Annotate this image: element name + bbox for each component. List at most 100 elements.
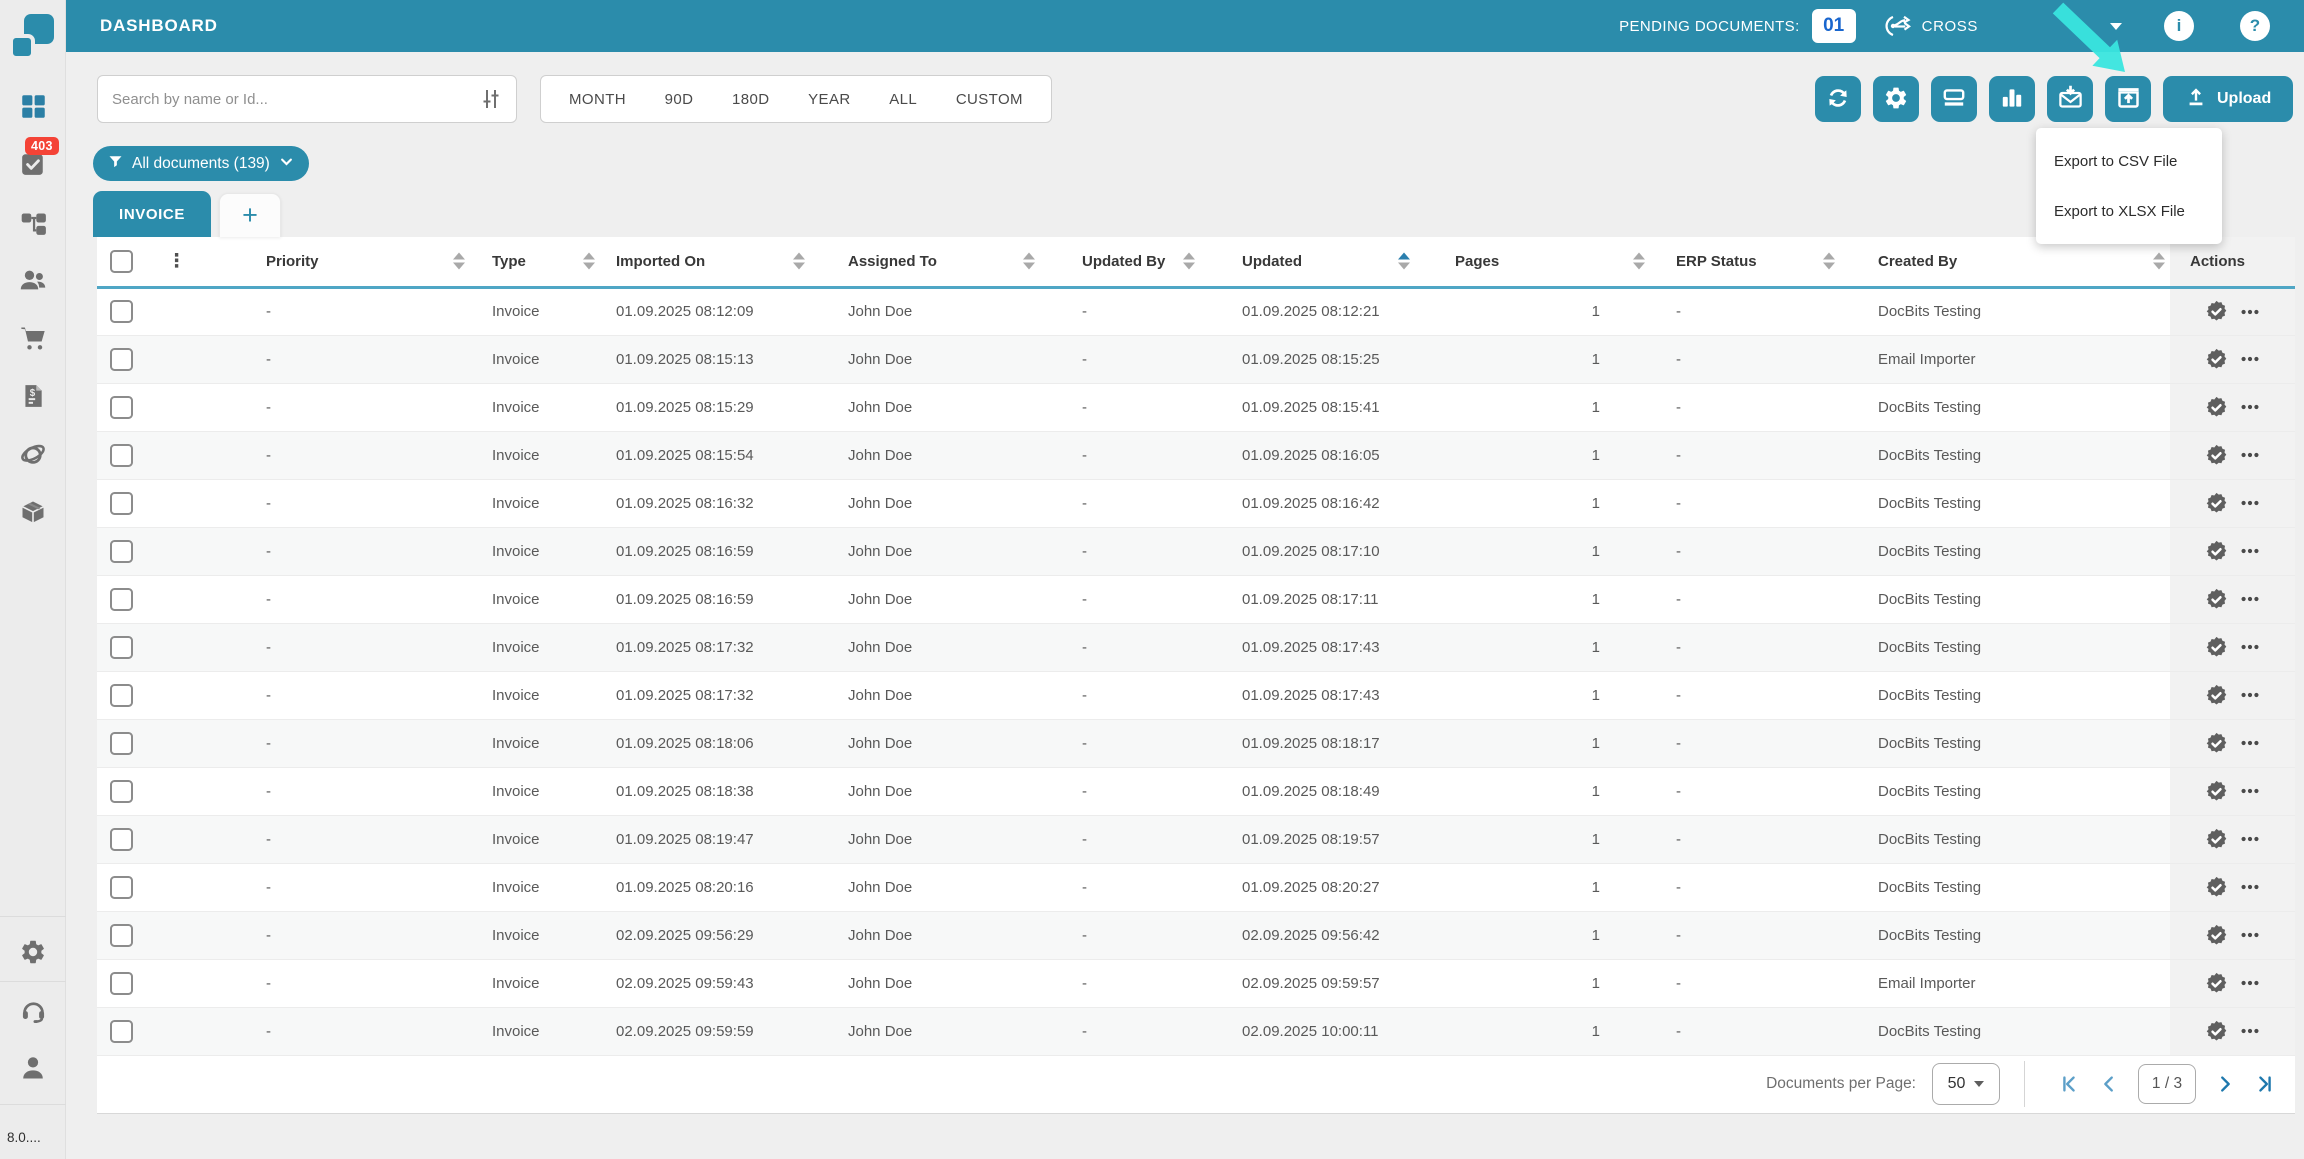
sort-arrows-icon[interactable]: [1023, 252, 1035, 270]
filter-sliders-icon[interactable]: [480, 88, 502, 110]
row-checkbox[interactable]: [110, 923, 133, 947]
table-row[interactable]: - Invoice 01.09.2025 08:15:13 John Doe -01.0…: [97, 335, 2295, 384]
table-row[interactable]: - Invoice 01.09.2025 08:17:32 John Doe -01.0…: [97, 623, 2295, 672]
column-header-actions[interactable]: Actions: [2170, 237, 2295, 289]
first-page-button[interactable]: [2058, 1073, 2080, 1095]
row-checkbox[interactable]: [110, 539, 133, 563]
next-page-button[interactable]: [2214, 1073, 2236, 1095]
sidebar-item-settings[interactable]: [0, 938, 66, 966]
sidebar-item-dashboard[interactable]: [0, 92, 66, 120]
upload-button[interactable]: Upload: [2163, 76, 2294, 122]
verified-badge-icon[interactable]: [2204, 395, 2229, 420]
table-row[interactable]: - Invoice 01.09.2025 08:18:06 John Doe -01.0…: [97, 719, 2295, 768]
row-checkbox[interactable]: [110, 875, 133, 899]
column-header-priority[interactable]: Priority: [262, 237, 470, 289]
verified-badge-icon[interactable]: [2204, 779, 2229, 804]
sort-arrows-icon[interactable]: [2153, 252, 2165, 270]
row-checkbox[interactable]: [110, 587, 133, 611]
column-header-pages[interactable]: Pages: [1415, 237, 1650, 289]
help-icon[interactable]: ?: [2240, 11, 2270, 41]
table-row[interactable]: - Invoice 01.09.2025 08:15:29 John Doe -01.0…: [97, 383, 2295, 432]
table-row[interactable]: - Invoice 01.09.2025 08:19:47 John Doe -01.0…: [97, 815, 2295, 864]
scanner-button[interactable]: [1931, 76, 1977, 122]
verified-badge-icon[interactable]: [2204, 875, 2229, 900]
column-header-erp_status[interactable]: ERP Status: [1650, 237, 1840, 289]
verified-badge-icon[interactable]: [2204, 347, 2229, 372]
sort-arrows-icon[interactable]: [1398, 252, 1410, 270]
row-actions-menu-icon[interactable]: [2239, 396, 2261, 418]
range-button-month[interactable]: MONTH: [567, 85, 628, 114]
row-checkbox[interactable]: [110, 347, 133, 371]
sidebar-item-profile[interactable]: [0, 1054, 66, 1082]
verified-badge-icon[interactable]: [2204, 731, 2229, 756]
info-icon[interactable]: i: [2164, 11, 2194, 41]
column-header-updated_by[interactable]: Updated By: [1040, 237, 1200, 289]
row-checkbox[interactable]: [110, 395, 133, 419]
verified-badge-icon[interactable]: [2204, 443, 2229, 468]
row-actions-menu-icon[interactable]: [2239, 444, 2261, 466]
table-row[interactable]: - Invoice 02.09.2025 09:59:59 John Doe -02.0…: [97, 1007, 2295, 1056]
table-row[interactable]: - Invoice 01.09.2025 08:16:59 John Doe -01.0…: [97, 575, 2295, 624]
row-actions-menu-icon[interactable]: [2239, 348, 2261, 370]
sort-arrows-icon[interactable]: [1823, 252, 1835, 270]
sort-arrows-icon[interactable]: [1633, 252, 1645, 270]
row-actions-menu-icon[interactable]: [2239, 972, 2261, 994]
range-button-all[interactable]: ALL: [887, 85, 919, 114]
export-button[interactable]: [2105, 76, 2151, 122]
row-actions-menu-icon[interactable]: [2239, 492, 2261, 514]
table-row[interactable]: - Invoice 01.09.2025 08:16:59 John Doe -01.0…: [97, 527, 2295, 576]
row-actions-menu-icon[interactable]: [2239, 588, 2261, 610]
row-checkbox[interactable]: [110, 300, 133, 323]
per-page-select[interactable]: 50: [1932, 1063, 2000, 1105]
table-row[interactable]: - Invoice 01.09.2025 08:20:16 John Doe -01.0…: [97, 863, 2295, 912]
mail-import-button[interactable]: [2047, 76, 2093, 122]
table-row[interactable]: - Invoice 01.09.2025 08:12:09 John Doe -01.0…: [97, 287, 2295, 336]
row-checkbox[interactable]: [110, 635, 133, 659]
sort-arrows-icon[interactable]: [453, 252, 465, 270]
sort-arrows-icon[interactable]: [1183, 252, 1195, 270]
row-actions-menu-icon[interactable]: [2239, 636, 2261, 658]
row-actions-menu-icon[interactable]: [2239, 684, 2261, 706]
row-actions-menu-icon[interactable]: [2239, 732, 2261, 754]
kebab-menu-icon[interactable]: ⋮: [167, 250, 186, 272]
table-row[interactable]: - Invoice 02.09.2025 09:56:29 John Doe -02.0…: [97, 911, 2295, 960]
sidebar-item-workflow[interactable]: [0, 208, 66, 236]
sidebar-item-users[interactable]: [0, 266, 66, 294]
export-menu-item-csv[interactable]: Export to CSV File: [2054, 152, 2178, 170]
row-checkbox[interactable]: [110, 731, 133, 755]
sidebar-item-support[interactable]: [0, 996, 66, 1024]
sidebar-item-tasks[interactable]: [0, 150, 66, 178]
row-checkbox[interactable]: [110, 683, 133, 707]
documents-filter-pill[interactable]: All documents (139): [93, 146, 309, 181]
row-checkbox[interactable]: [110, 443, 133, 467]
verified-badge-icon[interactable]: [2204, 827, 2229, 852]
verified-badge-icon[interactable]: [2204, 299, 2229, 324]
column-header-assigned_to[interactable]: Assigned To: [810, 237, 1040, 289]
verified-badge-icon[interactable]: [2204, 635, 2229, 660]
sidebar-item-network[interactable]: [0, 440, 66, 468]
row-checkbox[interactable]: [110, 971, 133, 995]
sort-arrows-icon[interactable]: [793, 252, 805, 270]
range-button-180d[interactable]: 180D: [730, 85, 771, 114]
column-header-updated[interactable]: Updated: [1200, 237, 1415, 289]
row-checkbox[interactable]: [110, 827, 133, 851]
column-header-created_by[interactable]: Created By: [1840, 237, 2170, 289]
range-button-custom[interactable]: CUSTOM: [954, 85, 1025, 114]
column-header-imported_on[interactable]: Imported On: [600, 237, 810, 289]
settings-button[interactable]: [1873, 76, 1919, 122]
table-row[interactable]: - Invoice 02.09.2025 09:59:43 John Doe -02.0…: [97, 959, 2295, 1008]
verified-badge-icon[interactable]: [2204, 683, 2229, 708]
table-row[interactable]: - Invoice 01.09.2025 08:17:32 John Doe -01.0…: [97, 671, 2295, 720]
export-menu-item-xlsx[interactable]: Export to XLSX File: [2054, 202, 2185, 220]
add-tab-button[interactable]: +: [219, 193, 281, 237]
row-actions-menu-icon[interactable]: [2239, 1020, 2261, 1042]
row-actions-menu-icon[interactable]: [2239, 828, 2261, 850]
sidebar-item-invoices[interactable]: $: [0, 382, 66, 410]
range-button-90d[interactable]: 90D: [663, 85, 696, 114]
sidebar-item-packages[interactable]: [0, 498, 66, 526]
row-checkbox[interactable]: [110, 779, 133, 803]
prev-page-button[interactable]: [2098, 1073, 2120, 1095]
row-actions-menu-icon[interactable]: [2239, 924, 2261, 946]
select-all-checkbox[interactable]: [110, 249, 133, 273]
table-row[interactable]: - Invoice 01.09.2025 08:16:32 John Doe -01.0…: [97, 479, 2295, 528]
